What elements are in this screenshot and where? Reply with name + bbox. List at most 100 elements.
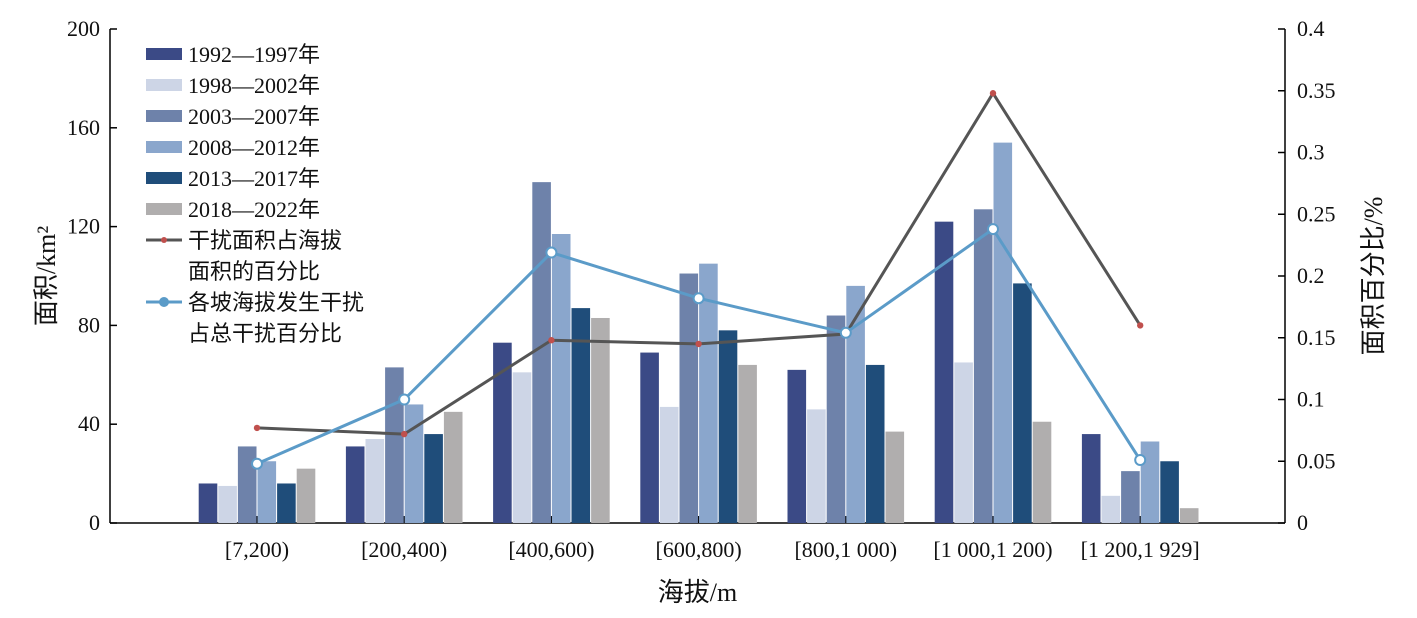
bar <box>954 362 973 523</box>
line-point <box>548 337 555 344</box>
y2-tick-label: 0.2 <box>1297 263 1325 288</box>
legend-swatch <box>146 141 182 153</box>
legend-label: 2013—2017年 <box>188 166 320 191</box>
bar <box>807 409 826 523</box>
y2-tick-label: 0.05 <box>1297 448 1336 473</box>
bar <box>385 367 404 523</box>
bar <box>1179 508 1199 523</box>
line-point <box>1137 322 1144 329</box>
y2-tick-label: 0.3 <box>1297 140 1325 165</box>
bar <box>237 446 257 523</box>
bar <box>1013 283 1032 523</box>
legend-label-line: 各坡海拔发生干扰 <box>188 290 364 315</box>
bar <box>1160 461 1179 523</box>
line-point <box>692 292 705 305</box>
bar <box>826 315 846 523</box>
bar <box>699 263 718 523</box>
bar <box>345 446 365 523</box>
x-tick-label: [1 000,1 200) <box>933 537 1052 562</box>
x-axis-title: 海拔/m <box>658 578 737 607</box>
bar <box>591 317 610 523</box>
legend-label: 2003—2007年 <box>188 104 320 129</box>
line-point <box>401 430 408 438</box>
bar <box>493 342 512 523</box>
x-tick-label: [1 200,1 929] <box>1081 537 1200 562</box>
bar <box>885 431 905 523</box>
y-axis-title: 面积/km² <box>32 226 61 326</box>
bar <box>365 439 385 523</box>
legend-label-line: 1998—2002年 <box>188 73 320 98</box>
bar <box>512 372 532 523</box>
bar <box>277 483 296 523</box>
line-point <box>695 340 702 348</box>
bar <box>659 406 679 523</box>
y2-tick-label: 0.25 <box>1297 201 1336 226</box>
line-point <box>987 223 999 236</box>
bar <box>934 221 954 523</box>
legend-label: 各坡海拔发生干扰占总干扰百分比 <box>188 290 364 346</box>
line-point <box>398 393 411 406</box>
x-tick-label: [200,400) <box>361 537 447 562</box>
bar <box>679 273 699 523</box>
line-point <box>251 457 263 470</box>
bar <box>1140 441 1160 523</box>
legend-label-line: 面积的百分比 <box>188 259 320 284</box>
y-tick-label: 40 <box>78 411 100 436</box>
legend-label-line: 2018—2022年 <box>188 197 320 222</box>
legend-label: 1998—2002年 <box>188 73 320 98</box>
bar <box>1121 471 1140 523</box>
bar <box>993 142 1013 523</box>
line-point <box>1134 454 1147 467</box>
bar <box>571 308 591 523</box>
line-point <box>253 424 261 432</box>
legend-label: 2018—2022年 <box>188 197 320 222</box>
bar <box>404 404 424 523</box>
bar <box>1032 421 1052 523</box>
bar <box>787 369 807 523</box>
legend-swatch <box>146 172 182 184</box>
x-tick-label: [7,200) <box>225 537 289 562</box>
bar <box>443 411 463 523</box>
x-tick-label: [400,600) <box>508 537 594 562</box>
bar <box>846 285 865 523</box>
y2-tick-label: 0.15 <box>1297 325 1336 350</box>
bar <box>257 461 277 523</box>
legend-label-line: 占总干扰百分比 <box>188 321 342 346</box>
legend-swatch <box>146 79 182 91</box>
legend-marker <box>159 297 169 307</box>
bar <box>1081 434 1101 523</box>
y2-tick-label: 0.1 <box>1297 387 1325 412</box>
bar <box>532 182 551 523</box>
line-point <box>839 326 852 339</box>
legend-label: 1992—1997年 <box>188 42 320 67</box>
y2-tick-label: 0.35 <box>1297 78 1336 103</box>
legend-swatch <box>146 110 182 122</box>
y-tick-label: 160 <box>67 115 100 140</box>
legend-marker <box>161 237 167 243</box>
legend-label-line: 2003—2007年 <box>188 104 320 129</box>
bar <box>738 364 757 523</box>
legend-label: 2008—2012年 <box>188 135 320 160</box>
y-tick-label: 80 <box>78 312 100 337</box>
y2-tick-label: 0.4 <box>1297 16 1325 41</box>
legend-swatch <box>146 48 182 60</box>
bar <box>640 352 659 523</box>
bar <box>718 330 738 523</box>
legend-swatch <box>146 203 182 215</box>
bar <box>973 209 993 523</box>
legend-label-line: 干扰面积占海拔 <box>188 228 342 253</box>
bar <box>551 234 571 523</box>
legend-label-line: 1992—1997年 <box>188 42 320 67</box>
bar <box>218 485 237 523</box>
y2-axis-title: 面积百分比/% <box>1359 197 1388 356</box>
legend-label-line: 2008—2012年 <box>188 135 320 160</box>
bar <box>865 364 885 523</box>
y2-tick-label: 0 <box>1297 510 1308 535</box>
legend-label: 干扰面积占海拔面积的百分比 <box>188 228 342 284</box>
bar <box>1101 495 1121 523</box>
legend-label-line: 2013—2017年 <box>188 166 320 191</box>
y-tick-label: 120 <box>67 214 100 239</box>
y-tick-label: 0 <box>89 510 100 535</box>
